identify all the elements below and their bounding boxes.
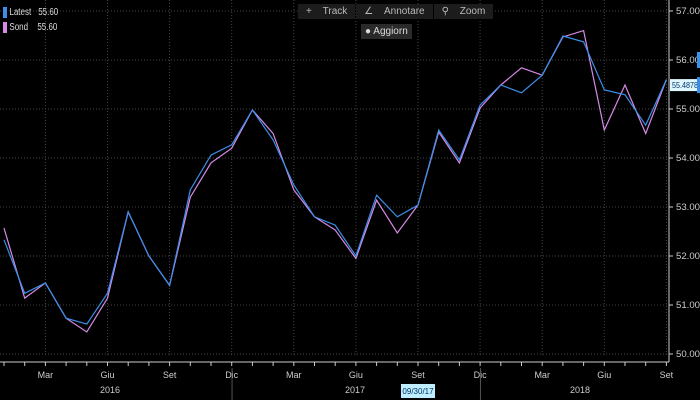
y-tick-label: 54.00 (676, 153, 700, 163)
series-marker (697, 77, 700, 94)
x-tick-label: Set (411, 370, 425, 380)
search-icon: ⚲ (437, 4, 453, 19)
y-tick-label: 50.00 (676, 349, 700, 359)
legend-item-sond: Sond 55.60 (3, 20, 58, 35)
x-tick-label: Set (163, 370, 177, 380)
y-tick-label: 57.00 (676, 6, 700, 16)
x-tick-label: Giu (100, 370, 114, 380)
legend-item-latest: Latest 55.60 (3, 5, 58, 20)
crosshair-date-badge (401, 384, 435, 398)
y-tick-label: 51.00 (676, 300, 700, 310)
x-tick-label: Set (660, 370, 674, 380)
zoom-button[interactable]: ⚲ Zoom (433, 4, 494, 19)
last-value-badge (670, 79, 700, 92)
refresh-button[interactable]: ● Aggiorn (361, 24, 412, 39)
track-button[interactable]: + Track (298, 4, 356, 19)
last-value-label: 55.4878 (672, 81, 698, 90)
annotate-button[interactable]: ∠ Annotare (356, 4, 433, 19)
crosshair-icon: + (302, 4, 316, 19)
y-tick-label: 52.00 (676, 251, 700, 261)
series-marker (697, 52, 700, 68)
series-line-latest (3, 35, 667, 325)
legend: Latest 55.60 Sond 55.60 (3, 5, 72, 35)
pencil-icon: ∠ (360, 4, 378, 19)
crosshair-date-label: 09/30/17 (402, 387, 434, 396)
x-tick-label: Mar (534, 370, 550, 380)
y-tick-label: 55.00 (676, 104, 700, 114)
year-label: 2017 (345, 385, 365, 395)
series-line-sond (3, 29, 667, 333)
x-tick-label: Giu (597, 370, 611, 380)
x-tick-label: Mar (286, 370, 302, 380)
legend-swatch (3, 7, 7, 18)
x-tick-label: Mar (38, 370, 54, 380)
chart-toolbar: + Track ∠ Annotare ⚲ Zoom (298, 4, 494, 19)
y-tick-label: 56.00 (676, 55, 700, 65)
x-tick-label: Giu (349, 370, 363, 380)
year-label: 2018 (570, 385, 590, 395)
year-label: 2016 (100, 385, 120, 395)
legend-swatch (3, 22, 7, 33)
refresh-icon: ● (365, 26, 372, 37)
y-tick-label: 53.00 (676, 202, 700, 212)
